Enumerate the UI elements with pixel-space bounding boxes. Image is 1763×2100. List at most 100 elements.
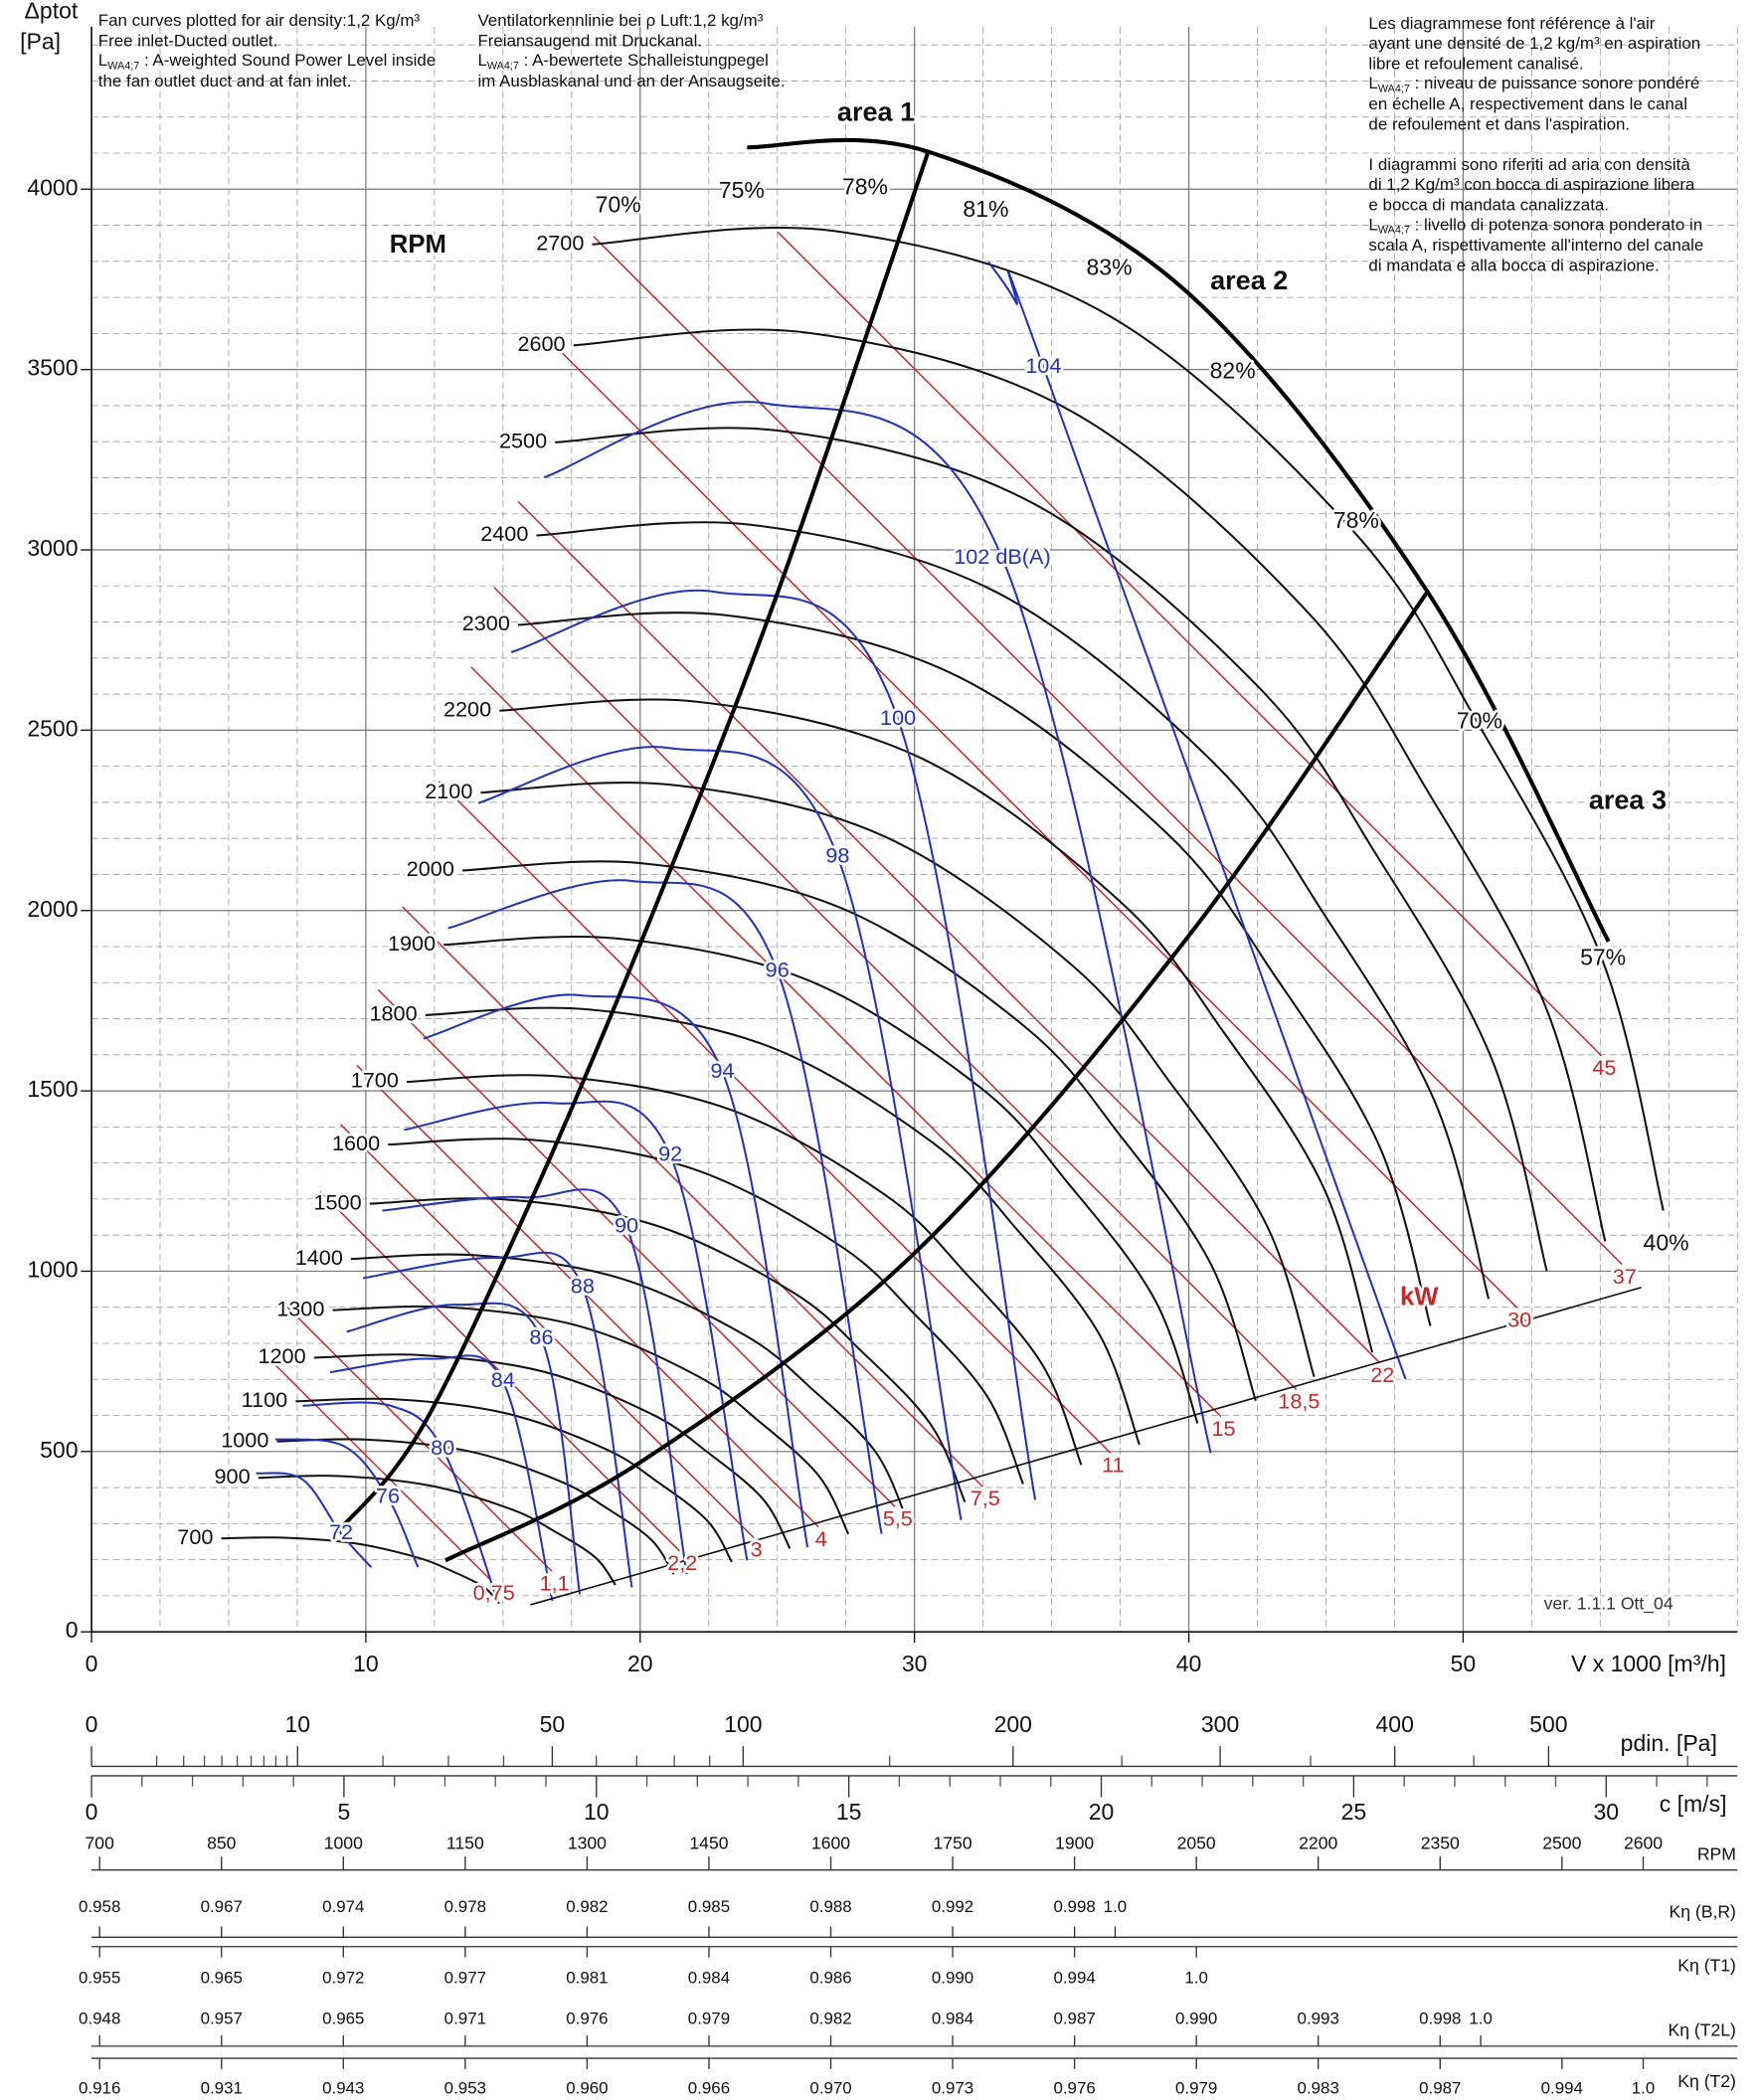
rpm-tick-label: 1450 bbox=[689, 1834, 728, 1853]
power-label: 7,5 bbox=[970, 1486, 1000, 1510]
power-label: 2,2 bbox=[667, 1550, 697, 1575]
note-line: ayant une densité de 1,2 kg/m³ en aspira… bbox=[1368, 34, 1700, 53]
power-curve bbox=[402, 906, 983, 1488]
area-label: area 1 bbox=[837, 97, 915, 127]
rpm-curve bbox=[258, 1475, 617, 1586]
power-curve bbox=[517, 500, 1381, 1364]
power-label: 1,1 bbox=[540, 1570, 570, 1595]
k-eta-value: 0.965 bbox=[322, 2009, 364, 2027]
y-axis-title: Δptot bbox=[25, 0, 79, 23]
note-symbol: L bbox=[1368, 75, 1377, 93]
pdin-title: pdin. [Pa] bbox=[1621, 1730, 1717, 1756]
note-symbol: L bbox=[1368, 216, 1377, 235]
k-eta-name: Kη (T2) bbox=[1677, 2071, 1736, 2091]
efficiency-label: 82% bbox=[1210, 358, 1256, 384]
k-eta-value: 0.979 bbox=[688, 2009, 730, 2027]
rpm-label: 2600 bbox=[517, 331, 565, 356]
sound-label: 94 bbox=[711, 1058, 735, 1083]
rpm-tick-label: 1900 bbox=[1055, 1834, 1094, 1853]
rpm-label: 2200 bbox=[443, 696, 491, 721]
k-eta-value: 0.998 bbox=[1419, 2009, 1461, 2027]
power-label: 15 bbox=[1211, 1416, 1235, 1441]
k-eta-value: 1.0 bbox=[1184, 1969, 1208, 1988]
rpm-label: 2000 bbox=[407, 856, 454, 881]
k-eta-value: 0.988 bbox=[809, 1897, 851, 1916]
bottom-scales: 0 10 50 100 200 300 400 500 pdin. [Pa] 0 5 10 15 20 25… bbox=[79, 1711, 1738, 2098]
power-curve bbox=[270, 1360, 492, 1582]
area-label: area 3 bbox=[1589, 785, 1667, 814]
rpm-label: 1400 bbox=[295, 1245, 343, 1270]
sound-curve bbox=[987, 261, 1407, 1380]
power-label: 45 bbox=[1592, 1055, 1616, 1080]
rpm-label: 1300 bbox=[276, 1296, 324, 1320]
rpm-label: 2100 bbox=[425, 779, 472, 803]
rpm-curve bbox=[499, 698, 1374, 1353]
sound-curve bbox=[447, 879, 883, 1534]
note-line: libre et refoulement canalisé. bbox=[1368, 54, 1583, 73]
note-text: : A-weighted Sound Power Level inside bbox=[139, 52, 436, 71]
k-eta-value: 0.955 bbox=[79, 1969, 120, 1988]
power-label: 0,75 bbox=[473, 1580, 515, 1605]
area-boundary bbox=[333, 150, 931, 1535]
sound-label: 102 dB(A) bbox=[954, 544, 1050, 569]
sound-label: 100 bbox=[880, 705, 916, 730]
power-curve bbox=[340, 1124, 755, 1539]
rpm-curve bbox=[425, 1006, 1141, 1446]
y-axis-unit: [Pa] bbox=[20, 28, 61, 54]
sound-label: 84 bbox=[491, 1367, 515, 1392]
rpm-curve bbox=[536, 521, 1491, 1300]
power-curve bbox=[287, 1307, 553, 1572]
note-line: Fan curves plotted for air density:1,2 K… bbox=[98, 11, 421, 30]
note-line: I diagrammi sono riferiti ad aria con de… bbox=[1368, 155, 1690, 174]
k-eta-value: 0.993 bbox=[1298, 2009, 1339, 2027]
pdin-tick-label: 200 bbox=[994, 1711, 1032, 1737]
k-eta-value: 1.0 bbox=[1469, 2009, 1493, 2027]
k-eta-value: 0.970 bbox=[809, 2079, 851, 2098]
x-tick-label: 30 bbox=[902, 1651, 928, 1676]
rpm-curve bbox=[313, 1353, 792, 1549]
note-subscript: WA4;7 bbox=[1378, 83, 1410, 94]
power-curve bbox=[493, 587, 1298, 1390]
k-eta-value: 0.998 bbox=[1053, 1897, 1095, 1916]
sound-curve bbox=[256, 1472, 373, 1568]
y-tick-label: 3500 bbox=[27, 355, 78, 381]
y-tick-label: 4000 bbox=[27, 174, 78, 200]
power-label: 11 bbox=[1102, 1453, 1124, 1478]
k-eta-name: Kη (T2L) bbox=[1669, 2020, 1736, 2040]
rpm-curve bbox=[592, 226, 1665, 1211]
rpm-label: 1000 bbox=[221, 1427, 268, 1452]
rpm-tick-label: 1000 bbox=[324, 1834, 363, 1853]
note-line: e bocca di mandata canalizzata. bbox=[1368, 195, 1609, 214]
y-tick-label: 0 bbox=[66, 1617, 79, 1643]
note-line: scala A, rispettivamente all'interno del… bbox=[1368, 236, 1703, 255]
k-eta-value: 0.916 bbox=[79, 2079, 120, 2098]
note-line: LWA4;7 : niveau de puissance sonore pond… bbox=[1368, 75, 1699, 94]
note-text: : niveau de puissance sonore pondéré bbox=[1410, 75, 1699, 93]
rpm-tick-label: 2500 bbox=[1542, 1834, 1581, 1853]
x-tick-label: 20 bbox=[627, 1651, 653, 1676]
rpm-curve bbox=[295, 1397, 733, 1563]
y-tick-label: 500 bbox=[40, 1437, 78, 1463]
rpm-label: 2500 bbox=[499, 429, 547, 453]
rpm-tick-label: 850 bbox=[207, 1834, 237, 1853]
rpm-label: 700 bbox=[177, 1524, 213, 1549]
rpm-curve bbox=[555, 427, 1548, 1272]
rpm-tick-label: 1750 bbox=[934, 1834, 972, 1853]
k-eta-value: 0.979 bbox=[1175, 2079, 1217, 2098]
rpm-tick-label: 1150 bbox=[446, 1834, 484, 1853]
k-eta-value: 0.981 bbox=[566, 1969, 608, 1988]
sound-curve bbox=[423, 993, 809, 1548]
note-symbol: L bbox=[98, 52, 107, 71]
power-label: 4 bbox=[815, 1526, 827, 1551]
k-eta-value: 0.982 bbox=[566, 1897, 608, 1916]
power-label: 22 bbox=[1370, 1362, 1394, 1387]
note-line: LWA4;7 : A-bewertete Schalleistungpegel bbox=[477, 52, 768, 72]
k-eta-value: 0.994 bbox=[1053, 1969, 1095, 1988]
k-eta-value: 0.973 bbox=[932, 2079, 973, 2098]
x-tick-label: 50 bbox=[1451, 1651, 1477, 1676]
rpm-label: 1500 bbox=[313, 1189, 361, 1214]
k-eta-value: 0.974 bbox=[322, 1897, 364, 1916]
power-label: 3 bbox=[751, 1537, 763, 1562]
rpm-tick-label: 2200 bbox=[1299, 1834, 1337, 1853]
